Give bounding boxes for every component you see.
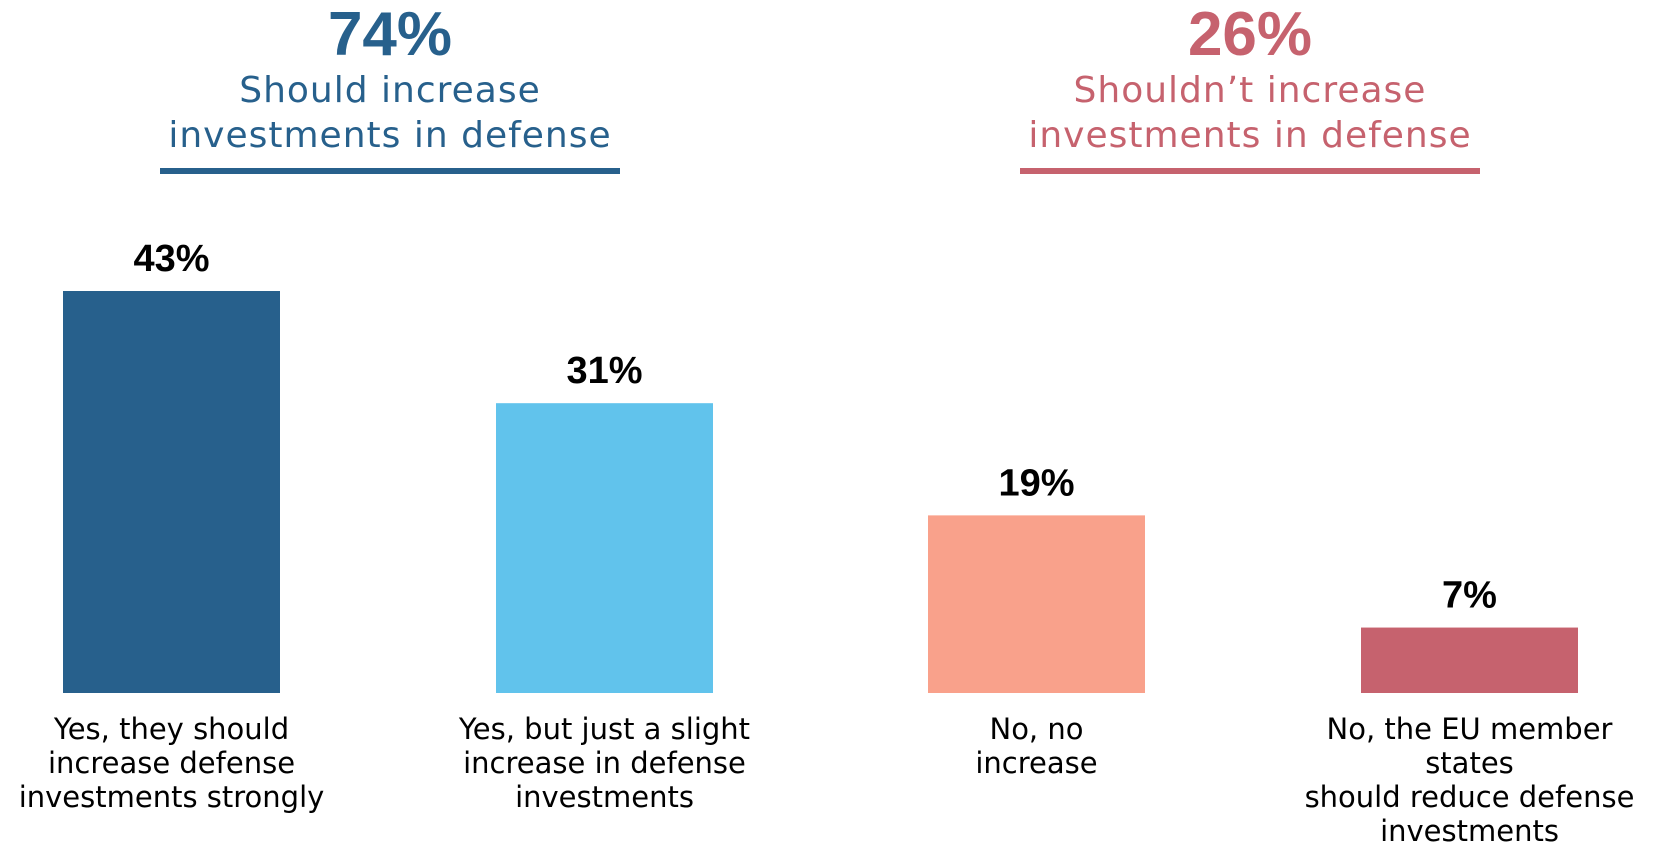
category-label-2-line-1: Yes, but just a slight <box>458 712 751 746</box>
bar-chart: 43% 31% 19% 7% <box>63 238 1578 693</box>
bar-2 <box>496 403 713 693</box>
category-label-4-line-1: No, the EU member states <box>1326 712 1613 780</box>
value-label-3: 19% <box>998 462 1074 504</box>
group-increase: 74% Should increase investments in defen… <box>140 0 640 174</box>
category-label-3: No, no increase <box>867 712 1207 780</box>
category-label-3-line-1: No, no <box>989 712 1084 746</box>
category-label-1-line-3: investments strongly <box>18 780 325 814</box>
group-increase-underline <box>160 168 620 174</box>
group-increase-label-line2: investments in defense <box>168 115 612 156</box>
category-label-4: No, the EU member states should reduce de… <box>1300 712 1640 848</box>
group-increase-percent: 74% <box>327 0 453 69</box>
group-no-increase-underline <box>1020 168 1480 174</box>
category-label-4-line-3: investments <box>1380 814 1559 848</box>
value-label-1: 43% <box>133 238 209 280</box>
category-label-2-line-3: investments <box>515 780 694 814</box>
group-increase-label-line1: Should increase <box>239 70 541 111</box>
value-label-2: 31% <box>566 350 642 392</box>
category-label-2: Yes, but just a slight increase in defens… <box>435 712 775 814</box>
category-label-3-line-2: increase <box>975 746 1098 780</box>
group-no-increase-label-line2: investments in defense <box>1028 115 1472 156</box>
group-no-increase-percent: 26% <box>1187 0 1313 69</box>
category-label-2-line-2: increase in defense <box>463 746 746 780</box>
group-no-increase-label-line1: Shouldn’t increase <box>1073 70 1427 111</box>
bar-3 <box>928 515 1145 693</box>
category-label-1-line-1: Yes, they should <box>53 712 290 746</box>
category-label-1-line-2: increase defense <box>47 746 296 780</box>
bar-4 <box>1361 627 1578 693</box>
category-label-4-line-2: should reduce defense <box>1304 780 1635 814</box>
group-no-increase: 26% Shouldn’t increase investments in de… <box>1000 0 1500 174</box>
value-label-4: 7% <box>1442 575 1497 617</box>
category-label-1: Yes, they should increase defense investme… <box>2 712 342 814</box>
bar-1 <box>63 291 280 693</box>
